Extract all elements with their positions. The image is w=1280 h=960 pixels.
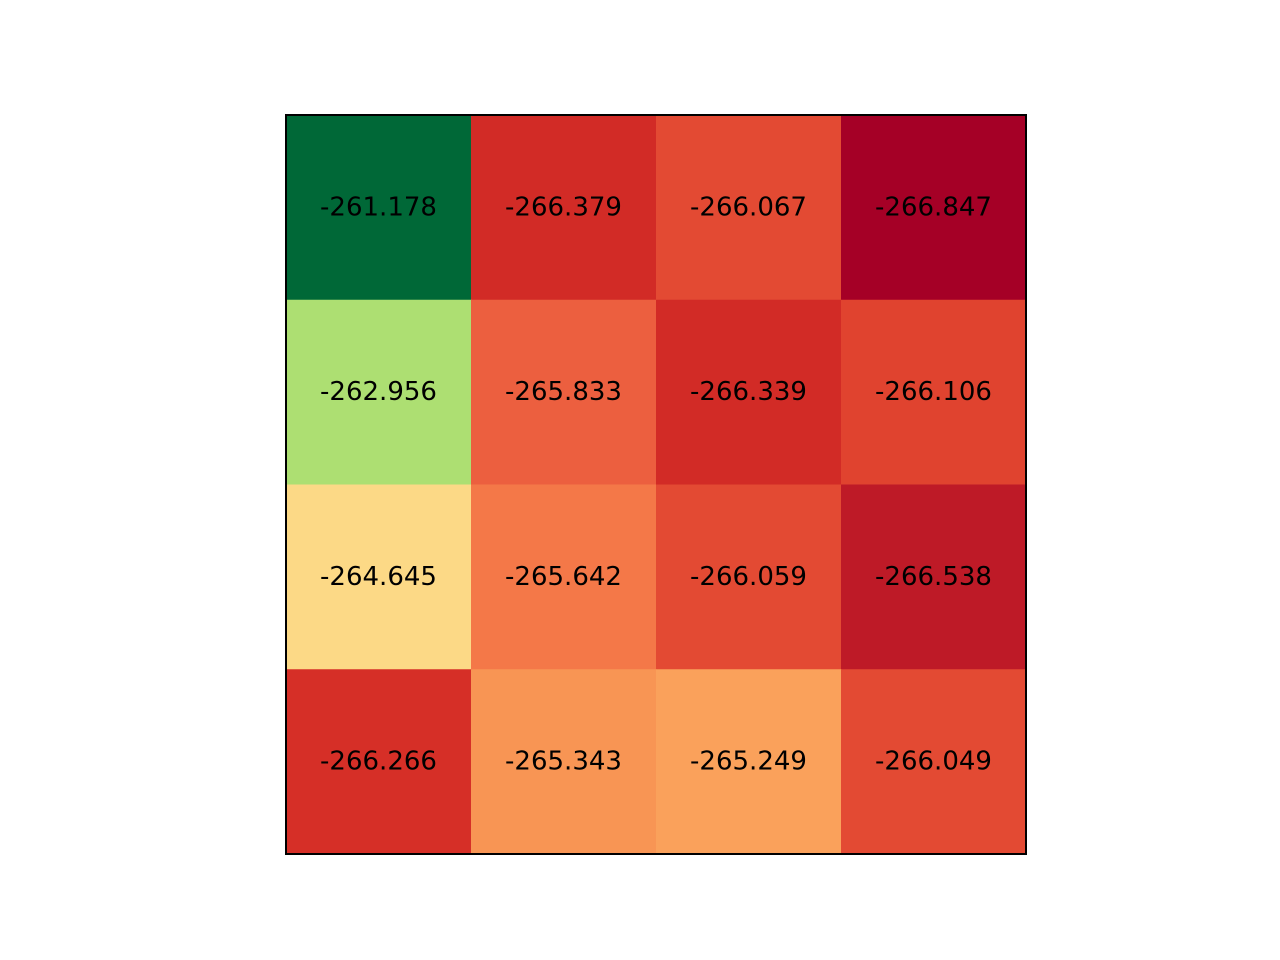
heatmap-cell-r3-c2 — [656, 669, 842, 855]
plot-frame — [285, 114, 1027, 855]
cell-value-label-r3-c3: -266.049 — [875, 747, 992, 777]
heatmap-cell-r1-c3 — [841, 299, 1027, 485]
cell-value-label-r2-c1: -265.642 — [505, 562, 622, 592]
heatmap-cell-r2-c0 — [286, 484, 472, 670]
heatmap-cell-r3-c0 — [286, 669, 472, 855]
heatmap-cell-r0-c0 — [286, 115, 472, 301]
cell-value-label-r3-c0: -266.266 — [320, 747, 437, 777]
heatmap-cell-r0-c1 — [471, 115, 657, 301]
cell-value-label-r0-c3: -266.847 — [875, 192, 992, 222]
cell-value-label-r3-c2: -265.249 — [690, 747, 807, 777]
heatmap-cell-r1-c1 — [471, 299, 657, 485]
cell-value-label-r2-c3: -266.538 — [875, 562, 992, 592]
cell-value-label-r1-c3: -266.106 — [875, 377, 992, 407]
cell-value-label-r2-c2: -266.059 — [690, 562, 807, 592]
heatmap-cell-r2-c1 — [471, 484, 657, 670]
cell-value-label-r3-c1: -265.343 — [505, 747, 622, 777]
heatmap-cell-labels: -261.178 -266.379 -266.067 -266.847 -262.956… — [320, 192, 992, 776]
heatmap-cell-r3-c3 — [841, 669, 1027, 855]
cell-value-label-r0-c0: -261.178 — [320, 192, 437, 222]
heatmap-cell-r3-c1 — [471, 669, 657, 855]
heatmap-cell-r2-c2 — [656, 484, 842, 670]
heatmap-cell-r0-c3 — [841, 115, 1027, 301]
heatmap-cells — [286, 115, 1027, 855]
cell-value-label-r1-c0: -262.956 — [320, 377, 437, 407]
heatmap-cell-r1-c0 — [286, 299, 472, 485]
heatmap-cell-r1-c2 — [656, 299, 842, 485]
cell-value-label-r0-c2: -266.067 — [690, 192, 807, 222]
cell-value-label-r1-c1: -265.833 — [505, 377, 622, 407]
cell-value-label-r1-c2: -266.339 — [690, 377, 807, 407]
heatmap-cell-r0-c2 — [656, 115, 842, 301]
cell-value-label-r2-c0: -264.645 — [320, 562, 437, 592]
cell-value-label-r0-c1: -266.379 — [505, 192, 622, 222]
heatmap-cell-r2-c3 — [841, 484, 1027, 670]
